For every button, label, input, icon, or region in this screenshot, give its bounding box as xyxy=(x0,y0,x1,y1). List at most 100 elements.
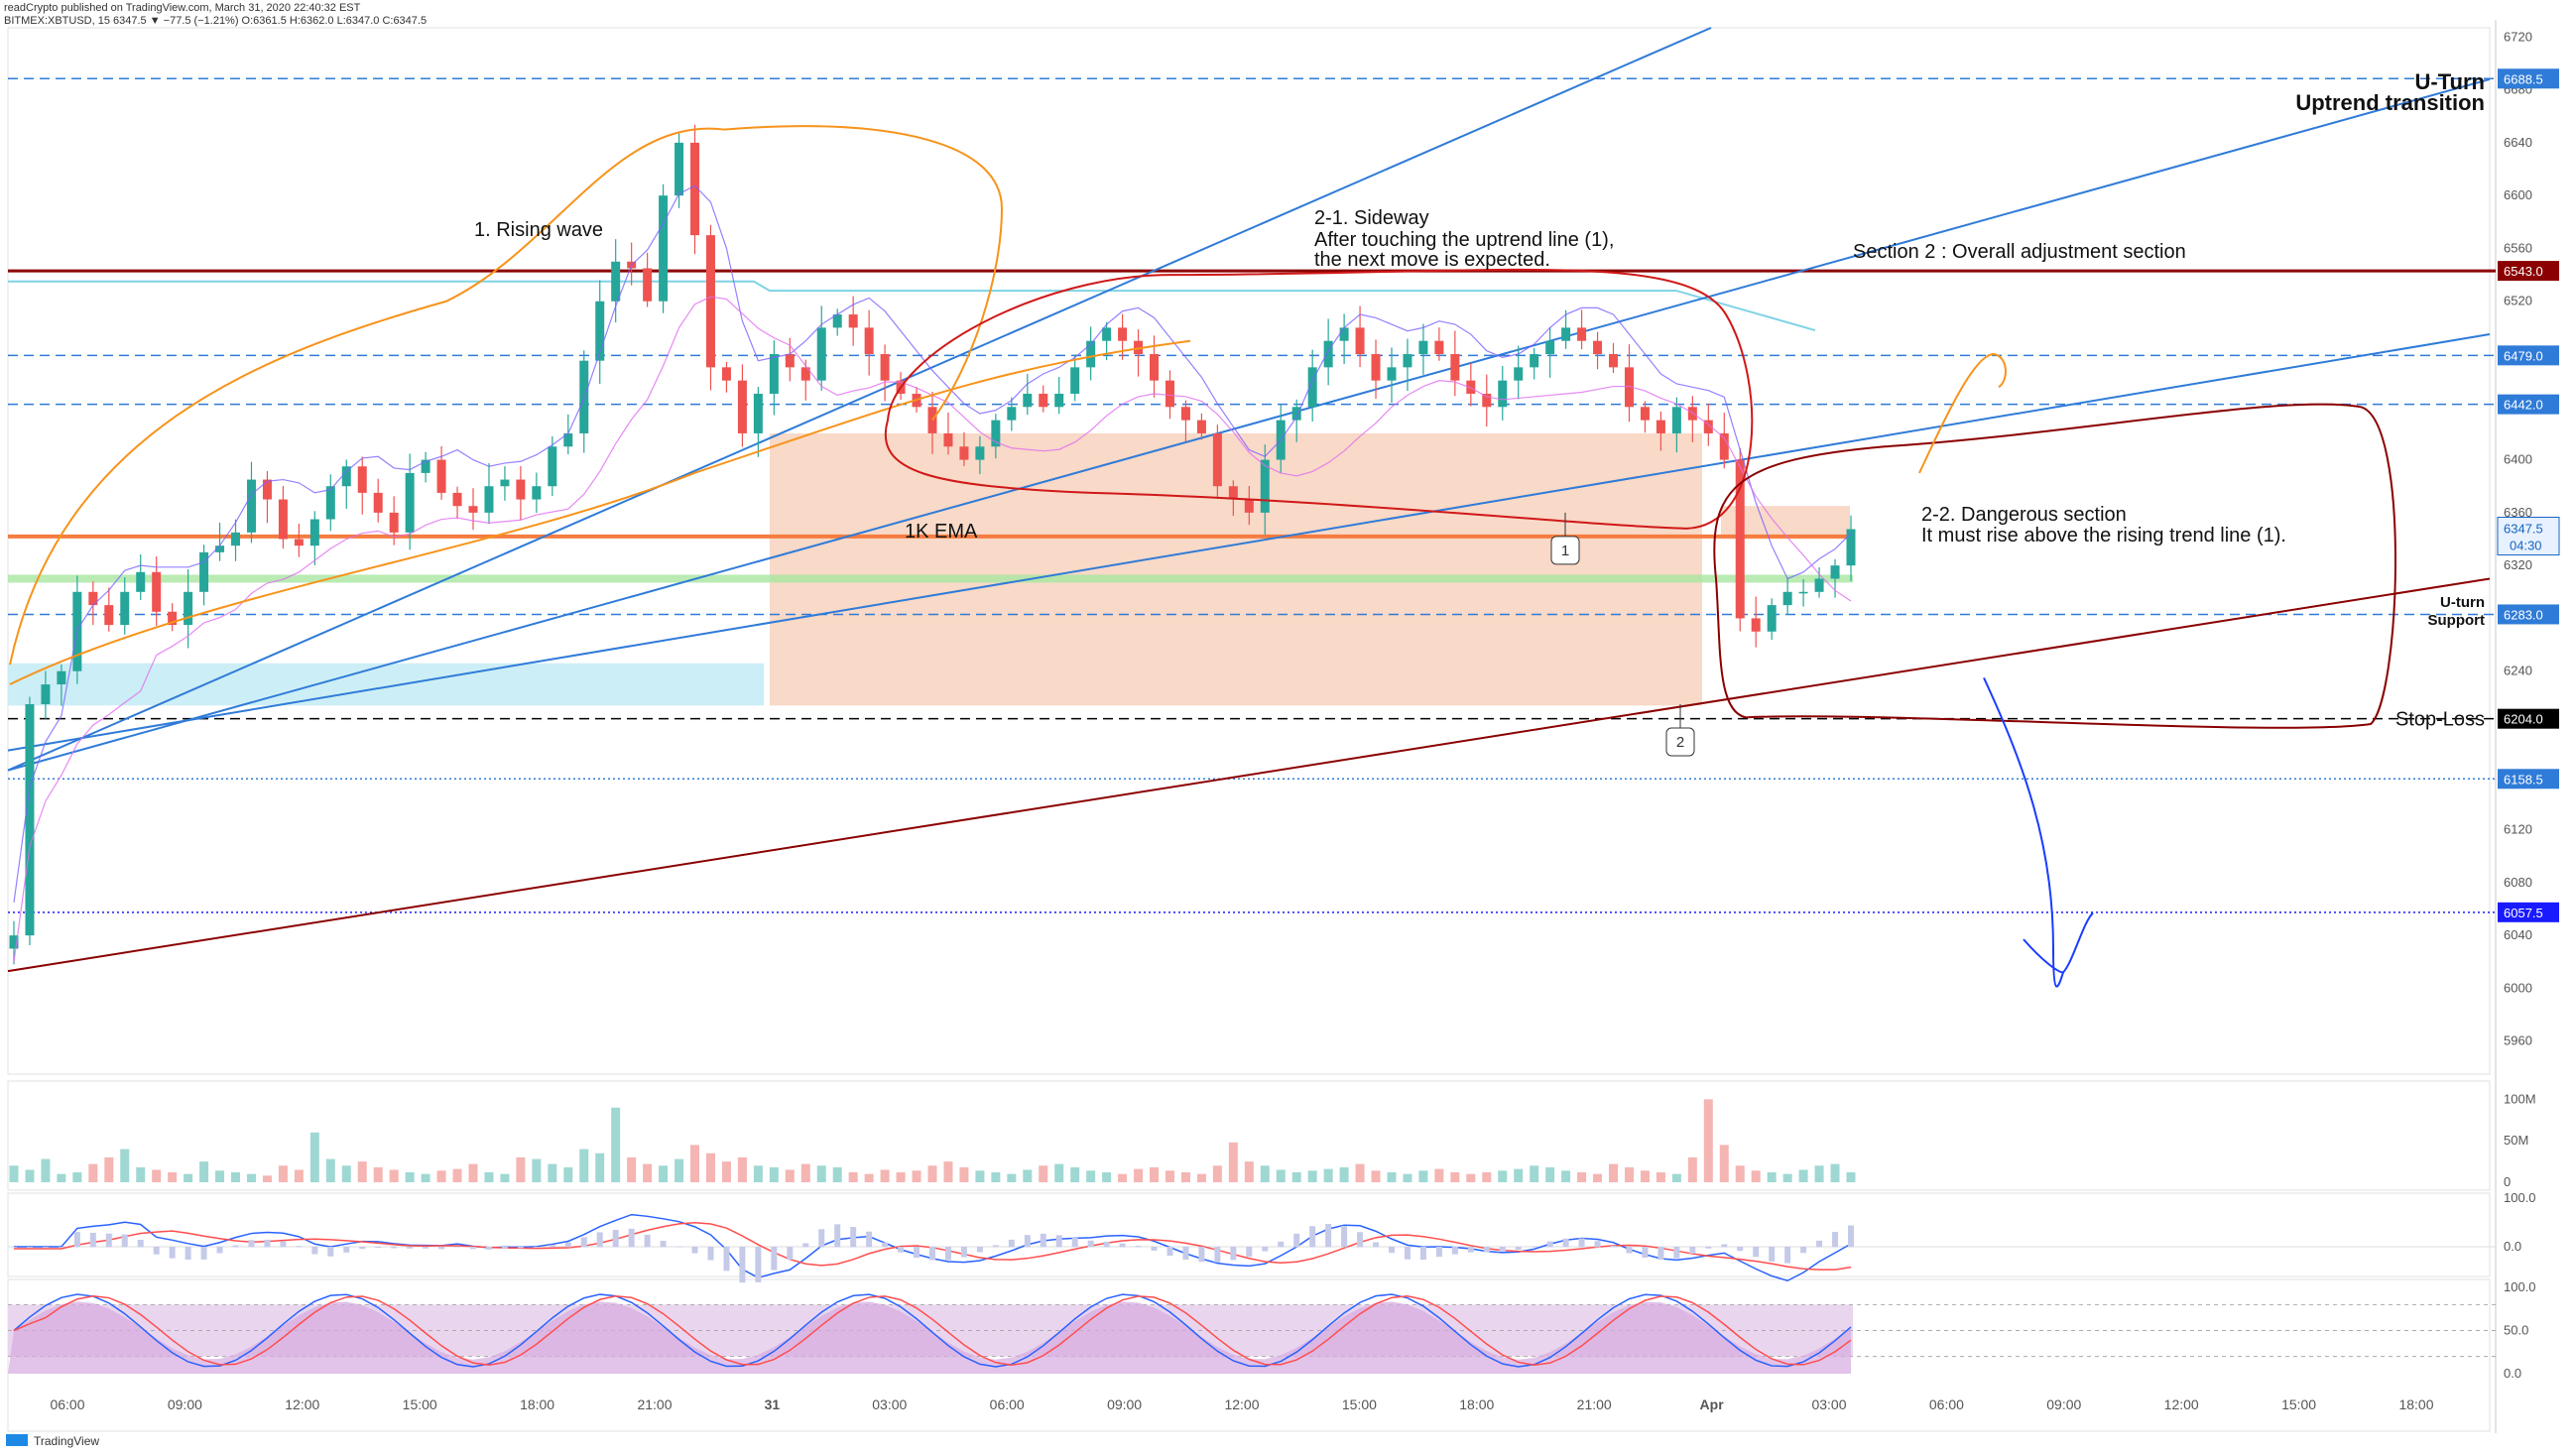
macd-histogram-bar xyxy=(707,1247,714,1261)
rising-wave-curve xyxy=(9,125,1004,666)
volume-bar xyxy=(595,1153,605,1182)
volume-bar xyxy=(1656,1171,1665,1182)
volume-bar xyxy=(262,1175,272,1182)
volume-bar xyxy=(548,1163,557,1182)
macd-histogram-bar xyxy=(184,1247,191,1260)
macd-histogram-bar xyxy=(1753,1247,1760,1258)
candle-body xyxy=(1244,499,1254,513)
candle-body xyxy=(57,670,66,685)
volume-bar xyxy=(1514,1168,1524,1182)
volume-bar xyxy=(1403,1173,1412,1182)
trendline-uptrend-1 xyxy=(7,77,2491,772)
macd-histogram-bar xyxy=(375,1247,382,1249)
candle-body xyxy=(421,459,430,473)
volume-bar xyxy=(1545,1166,1555,1182)
volume-bar xyxy=(832,1166,842,1182)
annotation-section-2: Section 2 : Overall adjustment section xyxy=(1853,241,2186,263)
y-tick-label: 5960 xyxy=(2504,1033,2532,1048)
macd-histogram-bar xyxy=(1784,1247,1791,1264)
volume-bar xyxy=(912,1170,921,1182)
volume-bar xyxy=(72,1171,82,1182)
macd-histogram-bar xyxy=(1673,1247,1680,1259)
level-price-label: 6543.0 xyxy=(2504,264,2543,279)
x-tick-label: 21:00 xyxy=(637,1396,672,1412)
candle-body xyxy=(373,492,383,513)
volume-bar xyxy=(294,1169,304,1182)
volume-bar xyxy=(231,1171,241,1182)
candle-body xyxy=(1514,367,1524,381)
candle-body xyxy=(294,539,304,546)
volume-bar xyxy=(1339,1166,1349,1182)
countdown-label: 04:30 xyxy=(2510,539,2542,553)
volume-bar xyxy=(88,1163,98,1182)
volume-bar xyxy=(1150,1166,1160,1182)
stoch-tick-label: 0.0 xyxy=(2504,1366,2521,1381)
volume-bar xyxy=(389,1169,399,1182)
volume-bar xyxy=(627,1156,637,1182)
macd-histogram-bar xyxy=(898,1247,905,1253)
volume-bar xyxy=(659,1165,669,1182)
volume-bar xyxy=(1054,1163,1064,1182)
macd-histogram-bar xyxy=(960,1247,967,1258)
volume-bar xyxy=(611,1107,621,1182)
macd-histogram-bar xyxy=(470,1247,476,1250)
volume-bar xyxy=(532,1158,542,1182)
candle-body xyxy=(1577,327,1587,341)
macd-histogram-bar xyxy=(1055,1235,1062,1248)
volume-bar xyxy=(1751,1170,1761,1182)
macd-histogram-bar xyxy=(675,1246,682,1248)
volume-bar xyxy=(896,1171,906,1182)
candle-body xyxy=(1054,393,1064,408)
annotation-sideway-title: 2-1. Sideway xyxy=(1314,207,1429,229)
volume-bar xyxy=(421,1173,430,1182)
macd-histogram-bar xyxy=(1087,1240,1094,1248)
volume-bar xyxy=(1782,1173,1792,1182)
volume-bar xyxy=(1846,1171,1856,1182)
candle-body xyxy=(1070,367,1080,394)
volume-bar xyxy=(405,1171,415,1182)
macd-histogram-bar xyxy=(1341,1225,1348,1248)
macd-histogram-bar xyxy=(1737,1247,1744,1252)
candle-body xyxy=(611,261,621,302)
candle-body xyxy=(500,479,510,487)
volume-bar xyxy=(1007,1173,1017,1182)
macd-histogram-bar xyxy=(1230,1247,1237,1261)
macd-histogram-bar xyxy=(1515,1247,1522,1251)
candle-body xyxy=(1530,354,1539,368)
stoch-k-line xyxy=(13,1293,1852,1368)
candle-body xyxy=(816,327,826,381)
annotation-1k-ema: 1K EMA xyxy=(905,521,978,543)
candle-body xyxy=(516,479,526,500)
footer-brand: TradingView xyxy=(34,1434,99,1448)
volume-bar xyxy=(864,1173,874,1182)
support-zone-cyan xyxy=(8,663,764,706)
volume-bar xyxy=(1609,1163,1619,1182)
x-tick-label: 12:00 xyxy=(1224,1396,1259,1412)
volume-bar xyxy=(57,1173,66,1182)
macd-histogram-bar xyxy=(1578,1238,1585,1248)
macd-histogram-bar xyxy=(1562,1238,1569,1248)
candle-body xyxy=(405,472,415,533)
macd-histogram-bar xyxy=(1198,1247,1205,1263)
macd-histogram-bar xyxy=(1721,1244,1728,1248)
macd-histogram-bar xyxy=(1071,1237,1078,1248)
y-tick-label: 6040 xyxy=(2504,927,2532,942)
volume-bar xyxy=(1830,1163,1840,1182)
y-tick-label: 6720 xyxy=(2504,29,2532,44)
volume-bar xyxy=(1530,1165,1539,1182)
macd-histogram-bar xyxy=(1262,1247,1269,1252)
candle-body xyxy=(753,393,763,433)
candle-body xyxy=(1039,393,1048,408)
x-tick-label: 15:00 xyxy=(2281,1396,2316,1412)
macd-histogram-bar xyxy=(628,1228,635,1248)
volume-tick-label: 50M xyxy=(2504,1133,2528,1148)
macd-histogram-bar xyxy=(407,1247,414,1249)
volume-bar xyxy=(1703,1099,1713,1182)
candle-body xyxy=(1180,407,1190,421)
ma-fast-line xyxy=(13,184,1852,903)
y-tick-label: 6560 xyxy=(2504,240,2532,255)
candle-body xyxy=(563,432,573,447)
macd-histogram-bar xyxy=(1705,1247,1712,1249)
macd-histogram-bar xyxy=(248,1240,255,1248)
